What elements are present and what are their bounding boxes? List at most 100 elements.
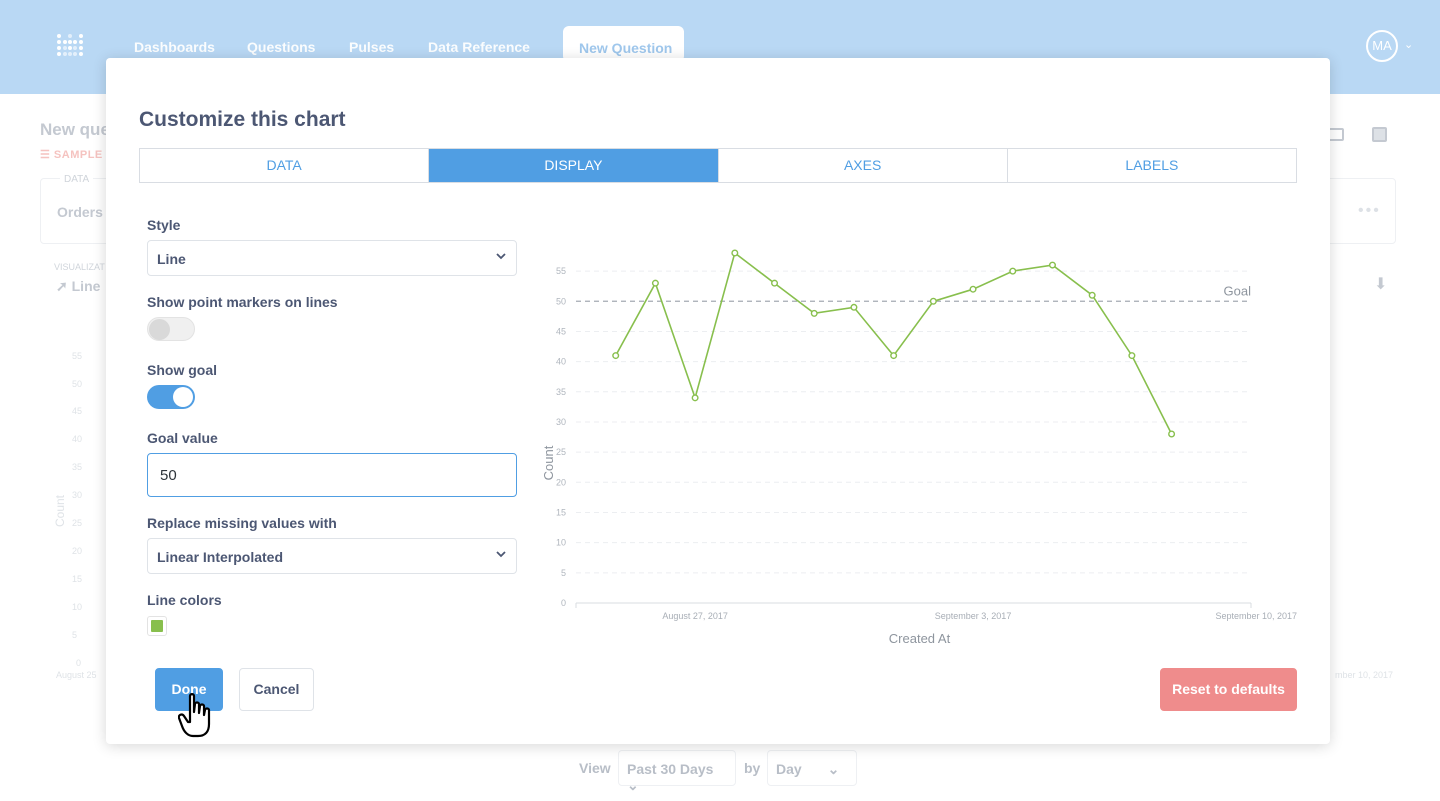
nav-new-question[interactable]: New Question xyxy=(563,26,684,62)
data-point xyxy=(691,394,699,402)
bg-y-tick: 25 xyxy=(72,518,83,528)
y-axis-label: Count xyxy=(541,445,556,480)
bg-y-tick: 55 xyxy=(72,351,83,361)
database-label: ☰ SAMPLE xyxy=(40,148,103,161)
cancel-button[interactable]: Cancel xyxy=(239,668,314,711)
sql-icon[interactable] xyxy=(1328,128,1344,141)
visualization-picker[interactable]: ➚ Line xyxy=(56,278,100,295)
bg-y-tick: 0 xyxy=(76,658,82,668)
y-tick-label: 50 xyxy=(556,296,566,306)
data-point xyxy=(1128,352,1136,360)
bg-y-tick: 50 xyxy=(72,379,83,389)
missing-values-select[interactable]: Linear Interpolated xyxy=(147,538,517,574)
time-range-select[interactable]: Past 30 Days ⌄ xyxy=(618,750,736,793)
style-label: Style xyxy=(147,217,181,233)
table-name[interactable]: Orders xyxy=(57,204,103,220)
line-color-fill xyxy=(151,620,163,632)
data-point xyxy=(850,303,858,311)
data-point xyxy=(810,309,818,317)
database-icon: ☰ xyxy=(40,149,54,161)
chart-preview: 0 5 10 15 20 25 30 35 40 45 50 55 August 27, 2017 Sep… xyxy=(541,249,1297,646)
x-tick-label: August 27, 2017 xyxy=(662,611,728,621)
granularity-value: Day xyxy=(776,761,802,777)
question-title: New que xyxy=(40,120,110,139)
data-point xyxy=(612,352,620,360)
y-tick-label: 45 xyxy=(556,326,566,336)
style-select[interactable]: Line xyxy=(147,240,517,276)
y-tick-label: 10 xyxy=(556,538,566,548)
by-label: by xyxy=(744,760,761,776)
style-select-value: Line xyxy=(157,251,186,267)
point-markers-label: Show point markers on lines xyxy=(147,294,338,310)
series-line xyxy=(614,251,1173,435)
data-point xyxy=(1009,267,1017,275)
chevron-down-icon xyxy=(496,253,506,260)
y-tick-label: 5 xyxy=(561,568,566,578)
data-point xyxy=(771,279,779,287)
tab-display[interactable]: DISPLAY xyxy=(429,149,719,182)
bg-y-tick: 15 xyxy=(72,574,83,584)
tab-data[interactable]: DATA xyxy=(140,149,430,182)
nav-pulses[interactable]: Pulses xyxy=(349,39,395,55)
database-label-text: SAMPLE xyxy=(53,149,103,161)
y-tick-label: 15 xyxy=(556,507,566,517)
tab-labels[interactable]: LABELS xyxy=(1125,157,1179,173)
data-section-tag: DATA xyxy=(60,174,94,185)
goal-label: Goal xyxy=(1224,283,1252,298)
toggle-knob xyxy=(149,319,170,340)
reset-defaults-button[interactable]: Reset to defaults xyxy=(1160,668,1297,711)
data-table-icon[interactable] xyxy=(1372,127,1387,142)
y-tick-label: 55 xyxy=(556,266,566,276)
y-tick-label: 30 xyxy=(556,417,566,427)
x-axis-label: Created At xyxy=(889,631,951,646)
tab-axes[interactable]: AXES xyxy=(719,149,1008,182)
missing-values-value: Linear Interpolated xyxy=(157,549,284,565)
data-point xyxy=(969,285,977,293)
nav-questions[interactable]: Questions xyxy=(247,39,316,55)
download-icon[interactable]: ⬇ xyxy=(1374,276,1388,293)
chevron-down-icon[interactable]: ⌄ xyxy=(1404,39,1414,51)
show-goal-label: Show goal xyxy=(147,362,217,378)
bg-y-tick: 45 xyxy=(72,406,83,416)
bg-y-tick: 10 xyxy=(72,602,83,612)
chevron-down-icon: ⌄ xyxy=(827,761,840,777)
x-tick-label: September 3, 2017 xyxy=(935,611,1012,621)
bg-y-tick: 5 xyxy=(72,630,78,640)
data-point xyxy=(1168,430,1176,438)
bg-y-axis-label: Count xyxy=(53,494,68,528)
x-tick-label: September 10, 2017 xyxy=(1215,611,1297,621)
chevron-down-icon xyxy=(496,551,506,558)
nav-new-question-label: New Question xyxy=(579,40,673,56)
line-color-swatch[interactable] xyxy=(147,616,167,636)
data-point xyxy=(731,249,739,257)
chevron-down-icon: ⌄ xyxy=(627,777,639,793)
goal-value-input[interactable] xyxy=(147,453,517,497)
bg-y-tick: 40 xyxy=(72,434,83,444)
y-tick-label: 40 xyxy=(556,357,566,367)
bg-y-tick: 20 xyxy=(72,546,83,556)
goal-value-label: Goal value xyxy=(147,430,218,446)
data-point xyxy=(651,279,659,287)
time-range-value: Past 30 Days xyxy=(627,761,714,777)
metabase-logo-icon[interactable] xyxy=(56,33,84,59)
show-goal-toggle[interactable] xyxy=(147,385,195,409)
bg-x-tick-start: August 25 xyxy=(56,670,97,680)
settings-tabs: DATA DISPLAY AXES LABELS xyxy=(139,148,1297,183)
data-point xyxy=(1088,291,1096,299)
more-options-icon[interactable]: ••• xyxy=(1358,202,1381,219)
bg-y-tick: 35 xyxy=(72,462,83,472)
y-tick-label: 0 xyxy=(561,598,566,608)
nav-dashboards[interactable]: Dashboards xyxy=(134,39,215,55)
line-chart-icon: ➚ xyxy=(56,278,72,294)
y-tick-label: 20 xyxy=(556,477,566,487)
bg-x-tick-end: mber 10, 2017 xyxy=(1335,670,1394,680)
line-colors-label: Line colors xyxy=(147,592,222,608)
nav-data-reference[interactable]: Data Reference xyxy=(428,39,530,55)
avatar[interactable]: MA xyxy=(1366,30,1398,62)
point-markers-toggle[interactable] xyxy=(147,317,195,341)
data-point xyxy=(1048,261,1056,269)
granularity-select[interactable]: Day ⌄ xyxy=(767,750,857,786)
customize-chart-modal: Customize this chart DATA DISPLAY AXES L… xyxy=(106,58,1330,744)
data-point xyxy=(890,352,898,360)
missing-values-label: Replace missing values with xyxy=(147,515,337,531)
